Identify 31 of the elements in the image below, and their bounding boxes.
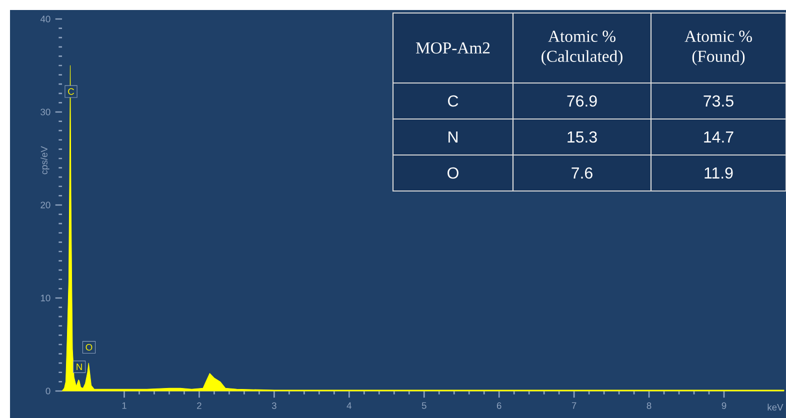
annotation: MOP-Am2 — [416, 42, 490, 54]
annotation: O — [448, 167, 458, 179]
annotation: 15.3 — [568, 131, 597, 143]
x-tick-label: 8 — [646, 402, 652, 409]
y-tick-label: 10 — [40, 294, 50, 302]
annotation: 14.7 — [704, 131, 734, 142]
annotation: C — [448, 95, 458, 107]
annotation: C — [68, 88, 74, 95]
y-tick-label: 20 — [40, 202, 50, 208]
annotation: 11.9 — [704, 167, 733, 179]
y-axis-title: cps/eV — [40, 146, 50, 174]
annotation: N — [76, 364, 82, 370]
x-axis-title: keV — [768, 404, 784, 411]
y-tick-label: 30 — [40, 108, 50, 116]
annotation: O — [86, 344, 92, 351]
annotation: Atomic % (Found) — [684, 30, 752, 66]
annotation: 7.6 — [572, 167, 592, 179]
annotation: N — [448, 131, 458, 142]
x-tick-label: 2 — [197, 402, 202, 409]
annotation: Atomic % (Calculated) — [542, 30, 622, 66]
x-tick-label: 6 — [496, 402, 502, 409]
annotation: 76.9 — [567, 95, 597, 107]
y-tick-label: 40 — [40, 16, 50, 22]
x-tick-label: 7 — [572, 402, 576, 409]
x-tick-label: 5 — [422, 402, 426, 409]
x-tick-label: 1 — [122, 402, 126, 409]
x-tick-label: 9 — [722, 402, 726, 409]
x-tick-label: 3 — [272, 402, 276, 409]
annotation: 73.5 — [704, 95, 734, 107]
x-tick-label: 4 — [346, 402, 352, 409]
y-tick-label: 0 — [46, 388, 50, 394]
